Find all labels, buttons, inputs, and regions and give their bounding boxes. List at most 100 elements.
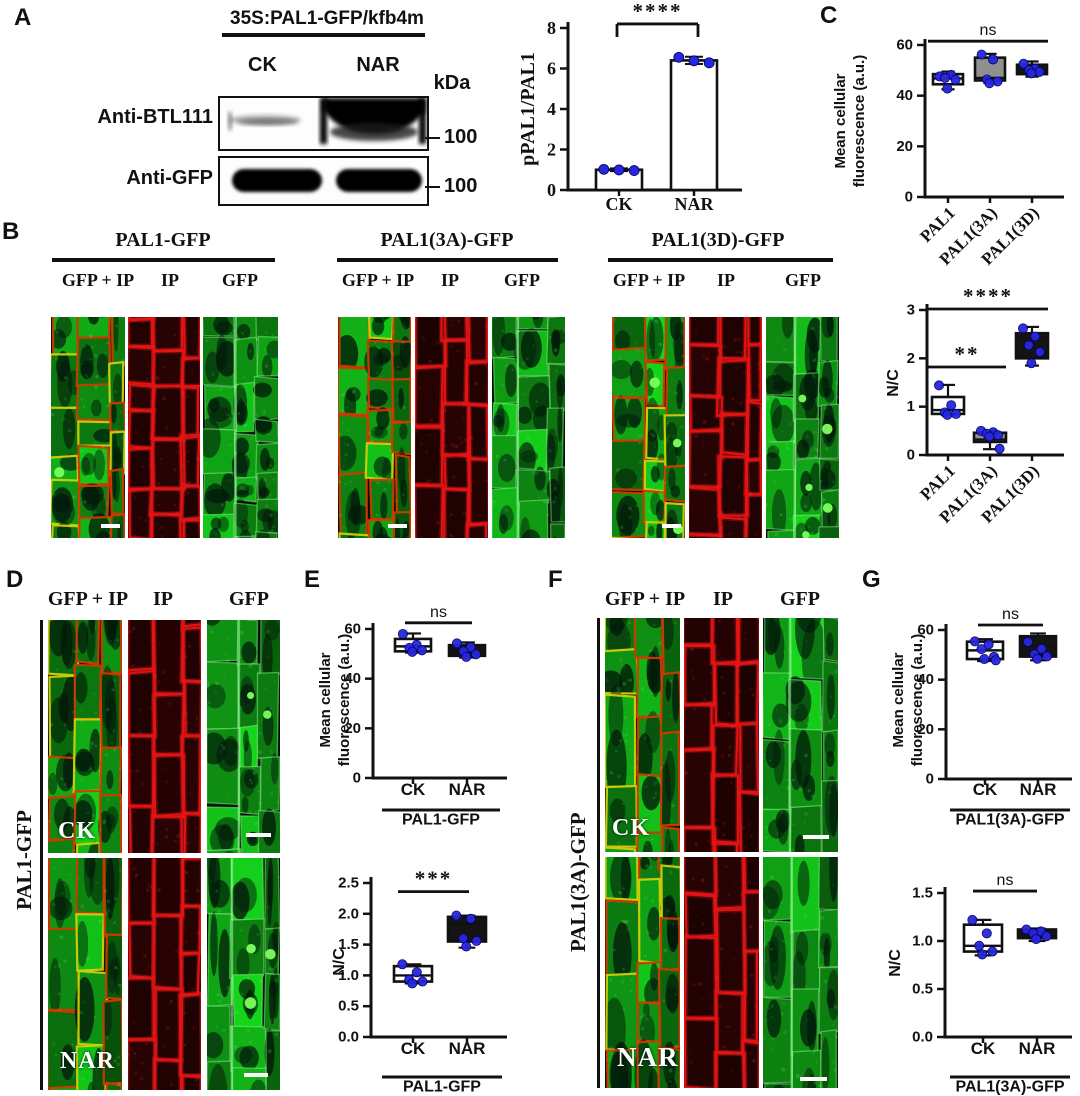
svg-text:PAL1(3A)-GFP: PAL1(3A)-GFP <box>955 1078 1064 1095</box>
group-underline-1 <box>52 258 275 262</box>
svg-text:NAR: NAR <box>449 1039 486 1058</box>
confocal-b2-gfp <box>490 296 568 586</box>
blot-bands-gfp <box>232 169 422 192</box>
svg-text:0.5: 0.5 <box>912 981 933 998</box>
confocal-render <box>680 818 764 1096</box>
svg-text:0: 0 <box>547 180 556 200</box>
confocal-render <box>490 296 568 586</box>
svg-text:2: 2 <box>547 140 556 160</box>
svg-text:***: *** <box>415 867 453 891</box>
svg-text:1.5: 1.5 <box>912 885 933 902</box>
svg-text:40: 40 <box>896 87 913 104</box>
confocal-f-ck-gfp <box>760 583 842 867</box>
svg-text:****: **** <box>633 0 683 23</box>
f-ck-overlay: CK <box>612 815 650 841</box>
confocal-d-nar-gfp <box>203 821 283 1096</box>
confocal-d-nar-merge <box>45 836 126 1096</box>
blot-title: 35S:PAL1-GFP/kfb4m <box>230 8 424 29</box>
confocal-render <box>756 822 841 1096</box>
svg-text:CK: CK <box>401 1039 426 1058</box>
western-blot-anti-btl111 <box>218 96 429 151</box>
svg-text:4: 4 <box>547 99 556 119</box>
svg-text:0.0: 0.0 <box>338 1029 359 1046</box>
svg-text:40: 40 <box>917 671 934 688</box>
svg-text:NAR: NAR <box>449 780 486 799</box>
scale-bar-b2 <box>388 524 407 528</box>
svg-text:CK: CK <box>971 1039 996 1058</box>
confocal-render <box>123 291 205 571</box>
scale-bar-f-ck <box>803 835 829 839</box>
confocal-render <box>679 582 764 912</box>
group-title-pal1-3d: PAL1(3D)-GFP <box>651 229 785 251</box>
panel-letter-d: D <box>6 566 24 593</box>
panel-letter-b: B <box>2 218 20 245</box>
d-ck-overlay: CK <box>58 818 96 844</box>
marker-tick-2 <box>425 186 440 188</box>
confocal-b3-merge <box>607 302 689 587</box>
svg-text:PAL1-GFP: PAL1-GFP <box>403 1078 481 1095</box>
svg-text:Mean cellular: Mean cellular <box>317 652 334 747</box>
col-header-b1-ip: IP <box>161 270 179 290</box>
confocal-f-ck-ip <box>679 582 764 912</box>
blot-bands-btl111 <box>228 98 426 144</box>
svg-text:fluorescence (a.u.): fluorescence (a.u.) <box>336 634 353 767</box>
antibody-label-btl111: Anti-BTL111 <box>97 106 213 128</box>
blot-title-underline <box>222 33 425 37</box>
confocal-render <box>45 573 124 918</box>
col-header-b3-ip: IP <box>717 270 735 290</box>
marker-100-top: 100 <box>444 126 478 148</box>
confocal-d-nar-ip <box>122 828 205 1096</box>
confocal-render <box>333 300 414 568</box>
d-row-label: PAL1-GFP <box>12 810 36 910</box>
svg-text:60: 60 <box>896 37 913 54</box>
svg-text:CK: CK <box>606 194 633 214</box>
confocal-b3-gfp <box>763 305 842 585</box>
col-header-d-ip: IP <box>153 588 173 610</box>
svg-text:6: 6 <box>547 59 556 79</box>
svg-text:**: ** <box>955 342 980 366</box>
panel-letter-g: G <box>862 566 881 593</box>
svg-text:CK: CK <box>973 780 998 799</box>
svg-text:2.0: 2.0 <box>338 905 359 922</box>
confocal-render <box>201 592 283 909</box>
svg-text:ns: ns <box>980 22 997 39</box>
svg-text:0.5: 0.5 <box>338 998 359 1015</box>
col-header-b3-merge: GFP + IP <box>612 270 686 290</box>
svg-text:pPAL1/PAL1: pPAL1/PAL1 <box>517 52 539 166</box>
svg-text:N/C: N/C <box>331 948 348 976</box>
svg-text:N/C: N/C <box>887 949 904 977</box>
group-title-pal1: PAL1-GFP <box>115 229 211 251</box>
svg-text:fluorescence (a.u.): fluorescence (a.u.) <box>909 634 926 767</box>
scale-bar-d-ck <box>246 833 271 837</box>
panel-letter-a: A <box>14 4 32 31</box>
svg-text:ns: ns <box>430 604 447 621</box>
blot-kda-label: kDa <box>433 72 471 94</box>
svg-text:60: 60 <box>344 621 361 638</box>
svg-text:CK: CK <box>401 780 426 799</box>
confocal-b2-merge <box>333 300 414 568</box>
svg-text:Mean cellular: Mean cellular <box>890 652 907 747</box>
confocal-b2-ip <box>410 289 493 570</box>
svg-text:PAL1-GFP: PAL1-GFP <box>402 811 480 828</box>
svg-text:2: 2 <box>907 350 915 367</box>
col-header-b2-merge: GFP + IP <box>341 270 415 290</box>
confocal-render <box>760 583 842 867</box>
svg-text:1.0: 1.0 <box>338 967 359 984</box>
group-underline-3 <box>608 258 833 262</box>
confocal-render <box>203 821 283 1096</box>
confocal-f-nar-ip <box>680 818 764 1096</box>
svg-text:1: 1 <box>907 398 915 415</box>
confocal-b1-gfp <box>197 296 283 578</box>
svg-text:N/C: N/C <box>885 369 902 397</box>
scale-bar-b1 <box>101 524 120 528</box>
confocal-d-ck-gfp <box>201 592 283 909</box>
confocal-render <box>410 289 493 570</box>
panel-letter-f: F <box>548 566 563 593</box>
svg-text:NAR: NAR <box>675 194 715 214</box>
svg-text:0: 0 <box>905 189 913 206</box>
svg-text:20: 20 <box>917 721 934 738</box>
confocal-render <box>763 305 842 585</box>
confocal-render <box>122 828 205 1096</box>
